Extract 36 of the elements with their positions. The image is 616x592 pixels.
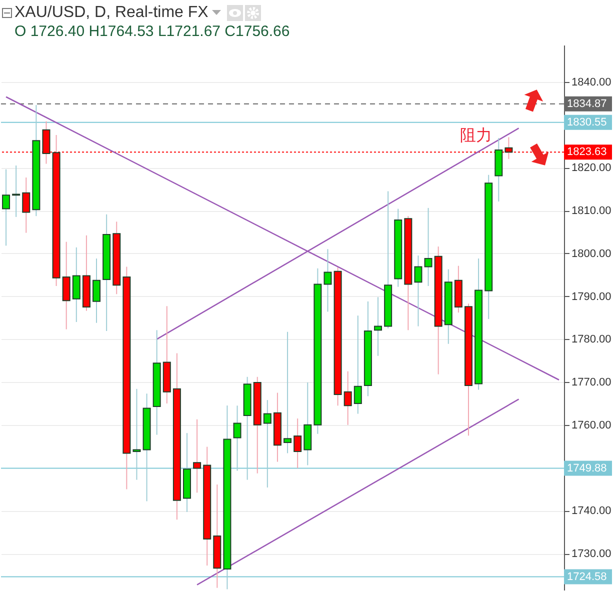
- ref-line-label: 1834.87: [567, 98, 607, 110]
- y-tick-label: 1790.00: [572, 290, 612, 303]
- candlestick: [193, 418, 202, 494]
- candlestick: [324, 248, 332, 312]
- candlestick: [22, 177, 30, 234]
- candlestick: [344, 370, 352, 426]
- y-tick-label: 1770.00: [572, 376, 612, 389]
- candlestick: [12, 164, 20, 218]
- candlestick: [354, 315, 362, 414]
- ref-line-label: 1749.88: [567, 462, 607, 474]
- y-tick-label: 1780.00: [572, 334, 612, 346]
- candlestick: [284, 331, 292, 454]
- y-tick-label: 1810.00: [572, 205, 612, 218]
- candlestick: [72, 246, 80, 322]
- candlestick: [263, 400, 272, 488]
- chart-title: XAU/USD, D, Real-time FX: [14, 4, 209, 21]
- ref-line-label: 1830.55: [567, 116, 607, 128]
- y-tick-label: 1840.00: [572, 76, 612, 88]
- y-tick-label: 1760.00: [572, 419, 612, 432]
- y-tick-label: 1730.00: [572, 548, 612, 560]
- candlestick: [414, 255, 422, 327]
- candlestick: [2, 168, 10, 246]
- ref-line-label: 1724.58: [567, 570, 607, 583]
- candlestick: [62, 241, 70, 330]
- candlestick: [92, 258, 101, 324]
- ref-line-label: 1823.63: [567, 146, 607, 158]
- candlestick: [294, 418, 302, 469]
- candlestick: [424, 207, 432, 286]
- annotation: 阻力: [460, 125, 492, 144]
- text: O 1726.40 H1764.53 L1721.67 C1756.66: [14, 23, 290, 40]
- candlestick: [233, 405, 242, 472]
- candlestick: [374, 296, 382, 356]
- y-tick-label: 1820.00: [572, 162, 612, 174]
- y-tick-label: 1740.00: [572, 505, 612, 518]
- y-tick-label: 1800.00: [572, 248, 612, 260]
- candlestick: [132, 388, 141, 480]
